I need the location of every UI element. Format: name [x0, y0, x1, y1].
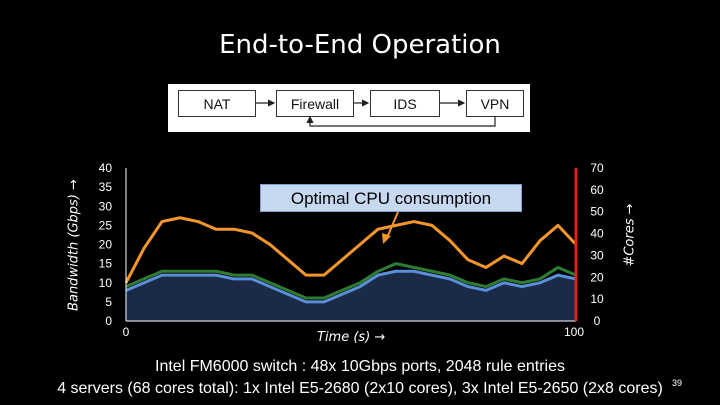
- left-tick-label: 5: [105, 295, 112, 309]
- slide-title: End-to-End Operation: [219, 30, 501, 60]
- series-line-orange: [124, 216, 578, 284]
- left-tick-label: 0: [105, 314, 112, 328]
- right-tick-label: 60: [590, 183, 604, 197]
- callout-arrow-head: [382, 233, 391, 244]
- pipeline-connectors: [256, 99, 496, 127]
- right-tick-label: 70: [590, 161, 604, 175]
- pipeline-diagram: NAT Firewall IDS VPN: [168, 84, 530, 132]
- page-number: 39: [672, 378, 683, 388]
- left-tick-label: 40: [99, 161, 113, 175]
- left-tick-label: 20: [99, 238, 113, 252]
- right-tick-label: 50: [590, 205, 604, 219]
- right-tick-label: 40: [590, 227, 604, 241]
- chart-callout: Optimal CPU consumption: [260, 184, 522, 212]
- pipeline-box-vpn: VPN: [466, 90, 524, 117]
- pipeline-box-ids: IDS: [370, 90, 440, 117]
- left-tick-label: 10: [99, 276, 113, 290]
- right-tick-label: 10: [590, 292, 604, 306]
- x-tick-label: 100: [564, 325, 584, 339]
- pipeline-box-nat: NAT: [178, 90, 256, 117]
- y-axis-label-right: #Cores →: [622, 203, 638, 267]
- left-tick-label: 25: [99, 218, 113, 232]
- series-line-blue: [125, 269, 577, 304]
- right-tick-label: 20: [590, 270, 604, 284]
- x-axis-label: Time (s) →: [317, 330, 386, 345]
- left-tick-label: 15: [99, 257, 113, 271]
- left-tick-label: 35: [99, 180, 113, 194]
- x-tick-label: 0: [123, 325, 130, 339]
- right-tick-label: 0: [594, 314, 601, 328]
- series-line-green: [125, 262, 577, 300]
- series-area-blue: [126, 271, 576, 321]
- right-tick-label: 30: [590, 248, 604, 262]
- footnote-switch: Intel FM6000 switch : 48x 10Gbps ports, …: [155, 358, 565, 375]
- pipeline-feedback-arrow: [306, 115, 496, 127]
- y-axis-label-left: Bandwidth (Gbps) →: [66, 179, 82, 311]
- pipeline-box-firewall: Firewall: [276, 90, 354, 117]
- left-tick-label: 30: [99, 199, 113, 213]
- footnote-servers: 4 servers (68 cores total): 1x Intel E5-…: [57, 380, 663, 397]
